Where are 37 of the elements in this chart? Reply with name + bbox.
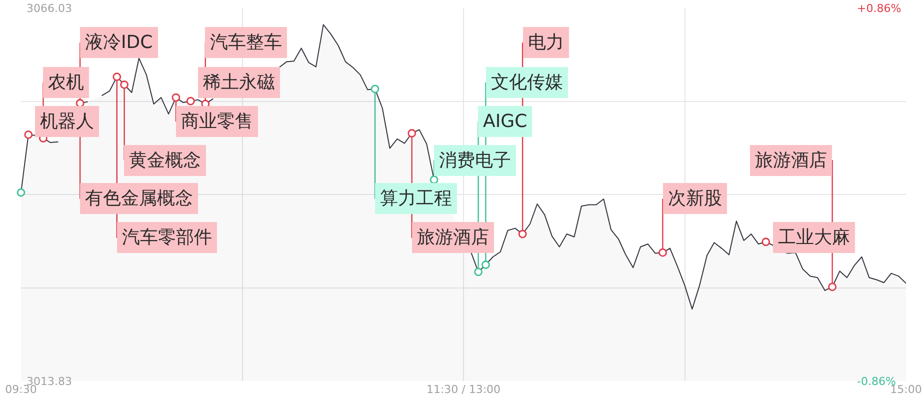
point <box>112 72 122 82</box>
point <box>370 84 380 94</box>
point <box>24 130 33 139</box>
annotation: 机器人 <box>40 111 94 132</box>
annotation: 有色金属概念 <box>85 188 193 209</box>
point <box>172 93 180 102</box>
point <box>658 248 667 257</box>
annotation: 汽车零部件 <box>122 227 212 248</box>
annotation: 液冷IDC <box>85 32 153 53</box>
annotation: 黄金概念 <box>129 150 201 171</box>
annotation: 算力工程 <box>380 188 452 209</box>
point <box>430 176 438 184</box>
point <box>120 80 128 89</box>
annotation: 旅游酒店 <box>417 227 489 248</box>
annotation: 商业零售 <box>181 111 253 132</box>
y2-tick-label: +0.86% <box>857 2 902 15</box>
annotation: 消费电子 <box>439 150 511 171</box>
point <box>828 282 836 292</box>
annotation: 农机 <box>48 72 84 93</box>
point <box>518 230 527 238</box>
annotation: 电力 <box>528 32 564 53</box>
x-tick-label: 11:30 / 13:00 <box>426 383 501 396</box>
point <box>408 129 416 138</box>
point <box>762 238 770 246</box>
annotation: 次新股 <box>668 188 722 209</box>
annotation: AIGC <box>483 111 528 132</box>
point <box>186 96 195 106</box>
annotation: 稀土永磁 <box>203 72 275 93</box>
point <box>474 268 482 276</box>
annotation: 汽车整车 <box>210 32 282 53</box>
point <box>482 260 490 269</box>
x-tick-label: 15:00 <box>890 383 922 396</box>
point <box>16 188 26 197</box>
annotation: 工业大麻 <box>778 227 850 248</box>
annotation: 旅游酒店 <box>755 150 827 171</box>
annotation: 文化传媒 <box>491 72 563 93</box>
y-tick-label: 3066.03 <box>26 2 72 15</box>
